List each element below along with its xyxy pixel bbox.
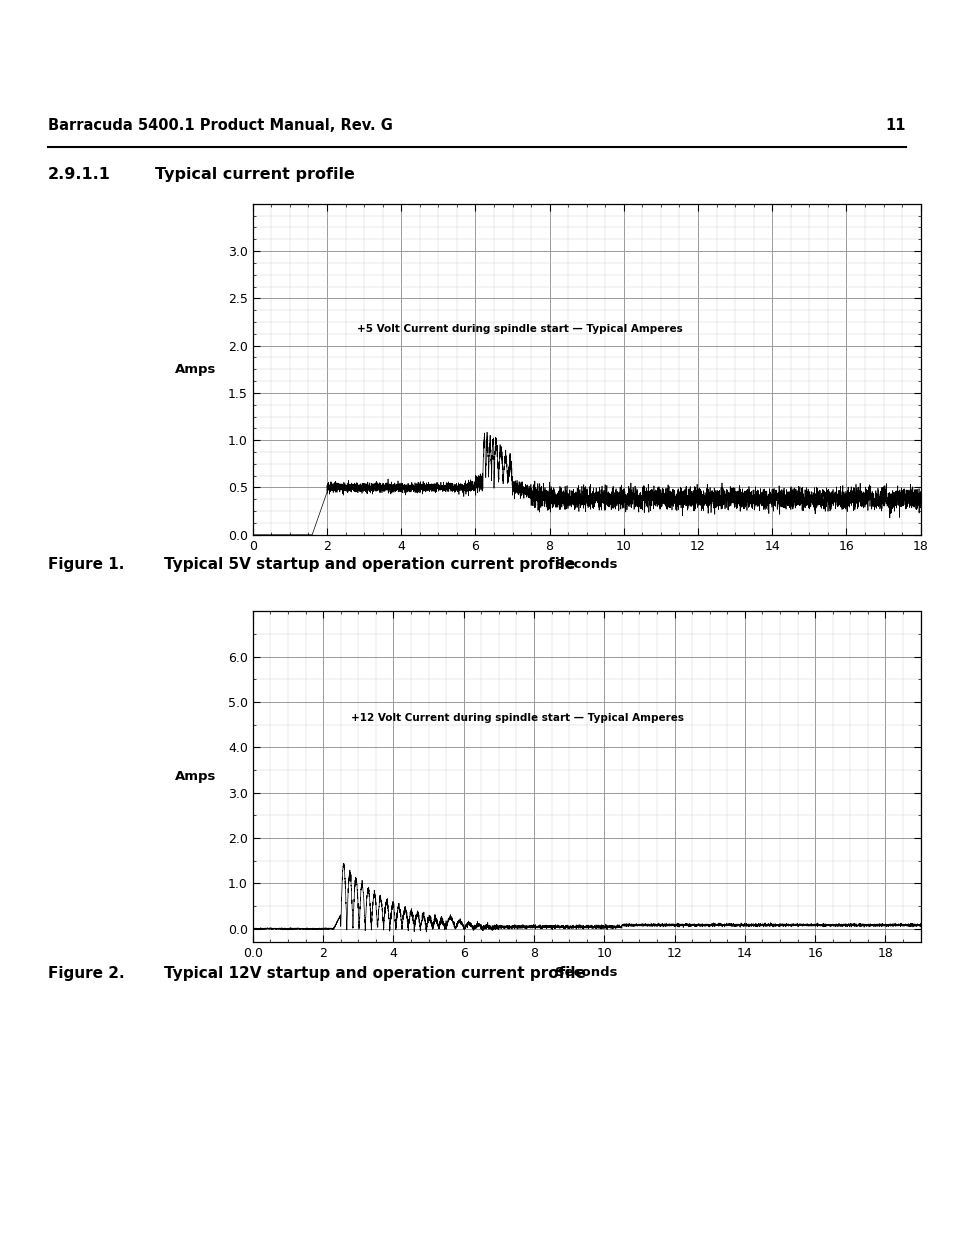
Y-axis label: Amps: Amps — [174, 363, 215, 375]
Text: +12 Volt Current during spindle start — Typical Amperes: +12 Volt Current during spindle start — … — [351, 713, 683, 722]
Text: Typical 5V startup and operation current profile: Typical 5V startup and operation current… — [163, 557, 575, 572]
X-axis label: Seconds: Seconds — [555, 558, 618, 571]
Text: Typical 12V startup and operation current profile: Typical 12V startup and operation curren… — [163, 966, 585, 981]
Text: 11: 11 — [885, 119, 905, 133]
Y-axis label: Amps: Amps — [174, 771, 215, 783]
Text: Barracuda 5400.1 Product Manual, Rev. G: Barracuda 5400.1 Product Manual, Rev. G — [48, 119, 393, 133]
Text: +5 Volt Current during spindle start — Typical Amperes: +5 Volt Current during spindle start — T… — [356, 324, 681, 333]
Text: Figure 2.: Figure 2. — [48, 966, 124, 981]
Text: Figure 1.: Figure 1. — [48, 557, 124, 572]
Text: 2.9.1.1: 2.9.1.1 — [48, 167, 111, 182]
X-axis label: Seconds: Seconds — [555, 966, 618, 978]
Text: Typical current profile: Typical current profile — [154, 167, 355, 182]
